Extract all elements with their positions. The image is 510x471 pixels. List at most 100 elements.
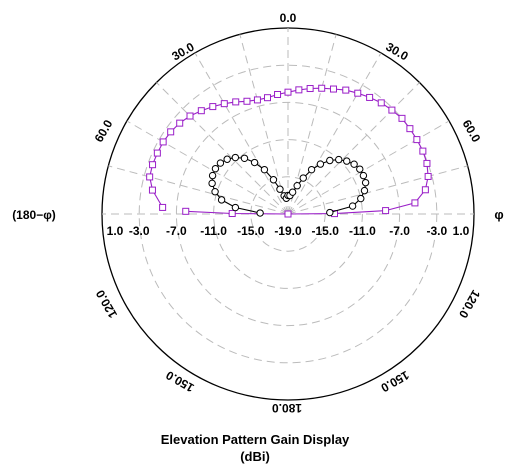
data-point-circle [343,157,351,165]
data-point-square [209,103,217,111]
data-point-square [329,85,337,93]
data-point-square [228,210,236,218]
data-point-circle [223,155,231,163]
data-point-square [318,84,326,92]
radial-tick-left: -19.0 [274,224,302,238]
data-point-circle [208,179,216,188]
series-0 [146,84,432,218]
radial-tick-left: 1.0 [107,224,124,238]
data-point-square [423,159,431,167]
data-point-square [388,106,396,114]
data-point-square [342,86,350,94]
data-point-square [263,94,271,102]
right-axis-label: φ [494,207,503,222]
data-point-square [186,112,194,120]
data-point-square [306,85,314,93]
polar-grid [101,27,475,401]
angle-label-180: 180.0 [272,401,302,415]
data-point-square [284,210,292,218]
data-point-circle [276,185,284,193]
data-point-square [197,107,205,115]
angle-label-150-right: 150.0 [378,368,411,395]
series-1 [208,153,370,217]
grid-spoke [194,52,289,215]
data-point-square [159,138,167,146]
data-point-square [295,86,303,94]
data-point-circle [299,174,307,182]
data-point-circle [269,176,278,184]
radial-tick-right: 1.0 [453,224,470,238]
data-point-square [421,186,429,194]
data-point-square [411,199,419,207]
data-point-circle [335,155,343,164]
data-point-circle [231,153,240,162]
radial-tick-left: -15.0 [237,224,265,238]
left-axis-label: (180−φ) [12,208,56,222]
radial-tick-right: -7.0 [389,224,410,238]
chart-unit-label: (dBi) [240,449,270,464]
data-point-square [366,93,374,101]
data-point-circle [360,186,369,195]
angle-label-120-left: 120.0 [93,287,120,320]
data-point-square [148,186,156,194]
data-point-square [274,90,282,98]
angle-label-150-left: 150.0 [163,368,196,395]
data-point-circle [316,160,325,168]
data-point-square [232,98,240,106]
data-point-circle [231,203,240,212]
grid-spoke [287,82,420,215]
data-point-square [284,88,292,96]
radial-tick-labels: 1.0 -3.0 -7.0 -11.0 -15.0 -19.0 -15.0 -11.0 -7.0… [107,224,470,238]
data-point-circle [240,154,249,163]
data-point-circle [260,165,269,174]
angle-label-60-left: 60.0 [92,117,116,145]
data-point-circle [208,171,217,180]
grid-spoke [287,52,382,215]
data-point-circle [211,188,219,196]
series-layer [146,84,432,218]
data-point-square [253,96,261,104]
data-point-circle [216,159,225,167]
data-point-square [398,114,406,122]
angle-label-0: 0.0 [280,11,297,25]
data-point-circle [250,158,259,167]
radial-tick-left: -3.0 [129,224,150,238]
grid-spoke [108,165,289,215]
data-point-circle [326,156,334,165]
grid-spoke [287,165,468,215]
data-point-circle [288,188,297,196]
data-point-circle [326,208,334,217]
data-point-square [153,149,161,157]
data-point-square [382,207,390,215]
data-point-square [159,203,167,211]
data-point-square [424,172,432,180]
grid-circle [213,139,363,289]
data-point-square [182,207,190,215]
data-point-circle [211,164,220,173]
angle-label-60-right: 60.0 [460,117,484,145]
data-point-circle [348,202,357,210]
data-point-circle [357,194,365,203]
data-point-square [149,161,157,169]
chart-title: Elevation Pattern Gain Display [160,432,350,447]
data-point-square [167,128,175,136]
angle-label-120-right: 120.0 [456,287,483,320]
data-point-circle [256,209,264,217]
data-point-square [354,89,362,97]
data-point-square [146,173,154,181]
data-point-circle [350,160,358,168]
data-point-circle [356,165,364,173]
radial-tick-right: -11.0 [349,224,376,238]
data-point-square [413,136,421,144]
data-point-square [419,147,427,155]
grid-spoke [287,120,450,215]
grid-spoke [126,120,289,215]
data-point-circle [361,178,370,187]
series-line [149,87,429,215]
radial-tick-left: -7.0 [166,224,187,238]
radial-tick-right: -15.0 [312,224,340,238]
data-point-circle [359,171,368,180]
data-point-square [220,100,228,108]
radial-tick-left: -11.0 [200,224,227,238]
